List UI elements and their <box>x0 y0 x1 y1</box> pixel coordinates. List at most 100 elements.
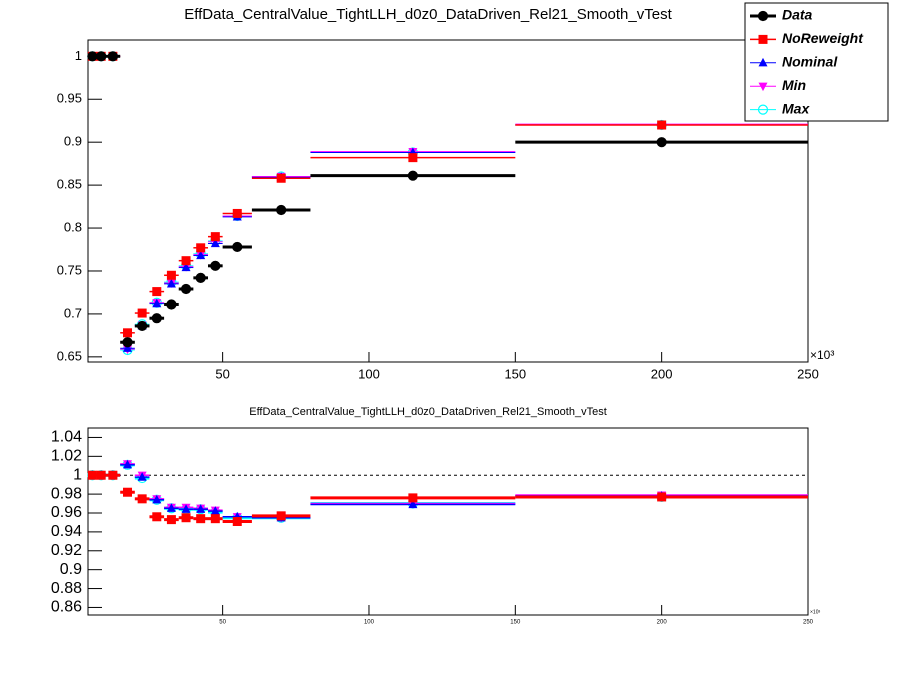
marker <box>123 328 133 338</box>
series <box>88 54 808 344</box>
x-tick-label: 100 <box>358 366 380 381</box>
marker <box>757 10 769 22</box>
marker <box>181 504 191 513</box>
x-tick-label: 150 <box>504 366 526 381</box>
x-tick-label: 250 <box>797 366 819 381</box>
marker <box>210 506 220 515</box>
marker <box>656 137 667 148</box>
series <box>88 55 808 334</box>
marker <box>96 470 106 480</box>
x-tick-label: 200 <box>657 620 668 626</box>
series <box>88 464 808 519</box>
marker <box>196 250 206 260</box>
marker <box>152 494 162 504</box>
marker <box>210 238 220 248</box>
plot-frame <box>87 39 809 363</box>
marker <box>152 287 162 297</box>
x-multiplier: ×10³ <box>810 348 834 362</box>
series <box>88 55 808 351</box>
legend-label: Max <box>782 100 810 116</box>
y-tick-label: 1.02 <box>51 448 82 465</box>
chart-title: EffData_CentralValue_TightLLH_d0z0_DataD… <box>249 406 607 418</box>
x-tick-label: 200 <box>651 366 673 381</box>
marker <box>181 262 191 272</box>
y-tick-label: 0.94 <box>51 523 82 540</box>
y-tick-label: 0.92 <box>51 542 82 559</box>
x-tick-label: 50 <box>219 620 226 626</box>
marker <box>276 173 286 183</box>
marker <box>87 470 97 480</box>
y-tick-label: 1.04 <box>51 429 82 446</box>
x-tick-label: 50 <box>215 366 229 381</box>
marker <box>196 504 206 513</box>
y-tick-label: 0.95 <box>57 91 82 106</box>
legend-label: Min <box>782 77 806 93</box>
series <box>88 55 808 349</box>
marker <box>137 320 148 332</box>
x-multiplier: ×10³ <box>810 609 820 615</box>
y-tick-label: 0.88 <box>51 580 82 597</box>
y-tick-label: 1 <box>75 48 82 63</box>
x-tick-label: 150 <box>510 620 521 626</box>
marker <box>232 208 242 218</box>
marker <box>166 503 176 512</box>
marker <box>108 470 118 480</box>
marker <box>210 232 220 242</box>
marker <box>210 514 220 524</box>
marker <box>137 308 147 318</box>
marker <box>408 493 418 503</box>
marker <box>87 51 98 62</box>
plot-frame <box>87 427 809 616</box>
marker <box>123 343 133 352</box>
y-tick-label: 0.9 <box>64 134 82 149</box>
marker <box>166 299 177 310</box>
marker <box>758 82 768 92</box>
marker <box>180 283 192 295</box>
marker <box>407 170 418 181</box>
marker <box>96 51 107 62</box>
y-tick-label: 0.65 <box>57 348 82 363</box>
marker <box>232 517 242 526</box>
y-tick-label: 1 <box>73 466 82 483</box>
marker <box>195 272 206 283</box>
y-tick-label: 0.98 <box>51 485 82 502</box>
chart-title: EffData_CentralValue_TightLLH_d0z0_DataD… <box>184 6 672 23</box>
y-tick-label: 0.96 <box>51 504 82 521</box>
marker <box>181 256 191 266</box>
marker <box>166 278 176 288</box>
marker <box>408 499 418 509</box>
series <box>88 473 808 523</box>
x-tick-label: 100 <box>364 620 375 626</box>
marker <box>657 120 667 130</box>
series <box>88 55 808 350</box>
marker <box>107 51 118 62</box>
y-tick-label: 0.8 <box>64 219 82 234</box>
legend-box <box>744 2 889 122</box>
marker <box>166 515 176 525</box>
marker <box>151 313 162 324</box>
marker <box>122 337 133 348</box>
marker <box>166 270 176 280</box>
marker <box>123 487 133 497</box>
marker <box>123 459 133 469</box>
marker <box>137 494 147 504</box>
marker <box>276 511 286 521</box>
y-tick-label: 0.9 <box>60 561 82 578</box>
marker <box>181 513 191 523</box>
marker <box>757 104 769 115</box>
marker <box>152 512 162 522</box>
marker <box>137 472 147 481</box>
marker <box>758 57 768 67</box>
marker <box>196 514 206 524</box>
marker <box>210 260 221 271</box>
marker <box>408 153 418 163</box>
marker <box>152 298 162 308</box>
marker <box>196 243 206 253</box>
y-tick-label: 0.75 <box>57 262 82 277</box>
legend-label: Nominal <box>782 54 838 70</box>
marker <box>657 492 667 502</box>
legend-label: Data <box>782 7 813 23</box>
marker <box>232 241 243 253</box>
